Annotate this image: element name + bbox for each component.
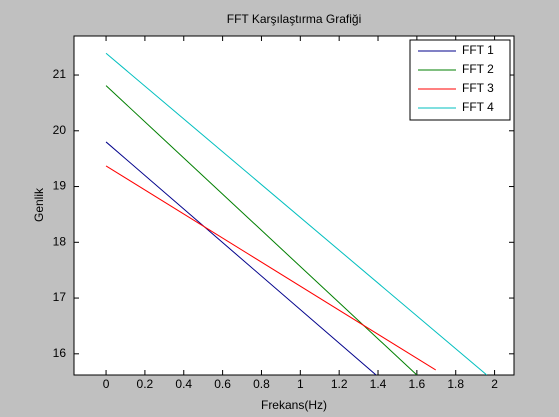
legend-label: FFT 4 — [462, 100, 494, 114]
x-tick-label: 2 — [491, 377, 498, 391]
y-axis-label: Genlik — [32, 187, 46, 222]
x-tick-label: 1.4 — [370, 377, 387, 391]
series-line — [105, 165, 436, 371]
y-tick-label: 16 — [53, 346, 67, 360]
y-tick-label: 17 — [53, 290, 67, 304]
x-tick-label: 0.4 — [175, 377, 192, 391]
y-tick-label: 20 — [53, 123, 67, 137]
series-line — [105, 52, 488, 375]
x-tick-label: 1.8 — [447, 377, 464, 391]
legend-label: FFT 1 — [462, 43, 494, 57]
x-tick-label: 0.8 — [253, 377, 270, 391]
x-tick-label: 0.6 — [214, 377, 231, 391]
legend-label: FFT 3 — [462, 81, 494, 95]
chart-title: FFT Karşılaştırma Grafiği — [227, 12, 361, 26]
y-tick-label: 18 — [53, 234, 67, 248]
legend-box — [409, 39, 511, 121]
series-line — [105, 141, 377, 375]
x-tick-label: 0 — [103, 377, 110, 391]
x-tick-label: 1.6 — [409, 377, 426, 391]
y-tick-label: 19 — [53, 179, 67, 193]
y-tick-label: 21 — [53, 67, 67, 81]
x-tick-label: 0.2 — [137, 377, 154, 391]
legend-label: FFT 2 — [462, 62, 494, 76]
x-axis-label: Frekans(Hz) — [261, 398, 327, 412]
x-tick-label: 1.2 — [331, 377, 348, 391]
x-tick-label: 1 — [297, 377, 304, 391]
